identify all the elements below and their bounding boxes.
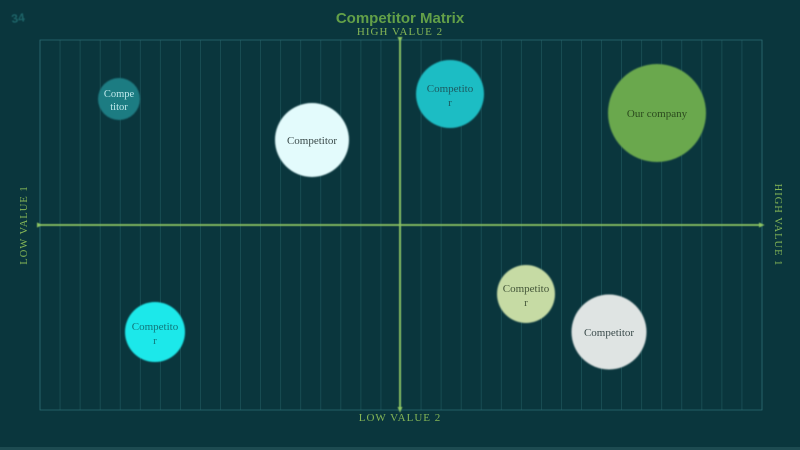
svg-text:HIGH VALUE 2: HIGH VALUE 2 <box>357 26 443 38</box>
svg-text:Our company: Our company <box>627 108 688 120</box>
svg-text:Compe: Compe <box>104 89 135 100</box>
svg-text:r: r <box>448 97 452 109</box>
svg-text:Competito: Competito <box>503 283 550 295</box>
svg-text:LOW VALUE 2: LOW VALUE 2 <box>359 412 442 424</box>
svg-text:34: 34 <box>10 10 25 26</box>
svg-text:HIGH VALUE 1: HIGH VALUE 1 <box>772 184 783 267</box>
svg-text:Competito: Competito <box>427 83 474 95</box>
svg-text:Competitor: Competitor <box>287 135 337 147</box>
svg-text:LOW VALUE 1: LOW VALUE 1 <box>19 185 30 264</box>
svg-text:Competito: Competito <box>132 321 179 333</box>
svg-text:r: r <box>524 297 528 309</box>
svg-text:titor: titor <box>110 102 128 113</box>
svg-text:Competitor: Competitor <box>584 327 634 339</box>
svg-text:Competitor Matrix: Competitor Matrix <box>336 10 465 27</box>
svg-text:r: r <box>153 335 157 347</box>
